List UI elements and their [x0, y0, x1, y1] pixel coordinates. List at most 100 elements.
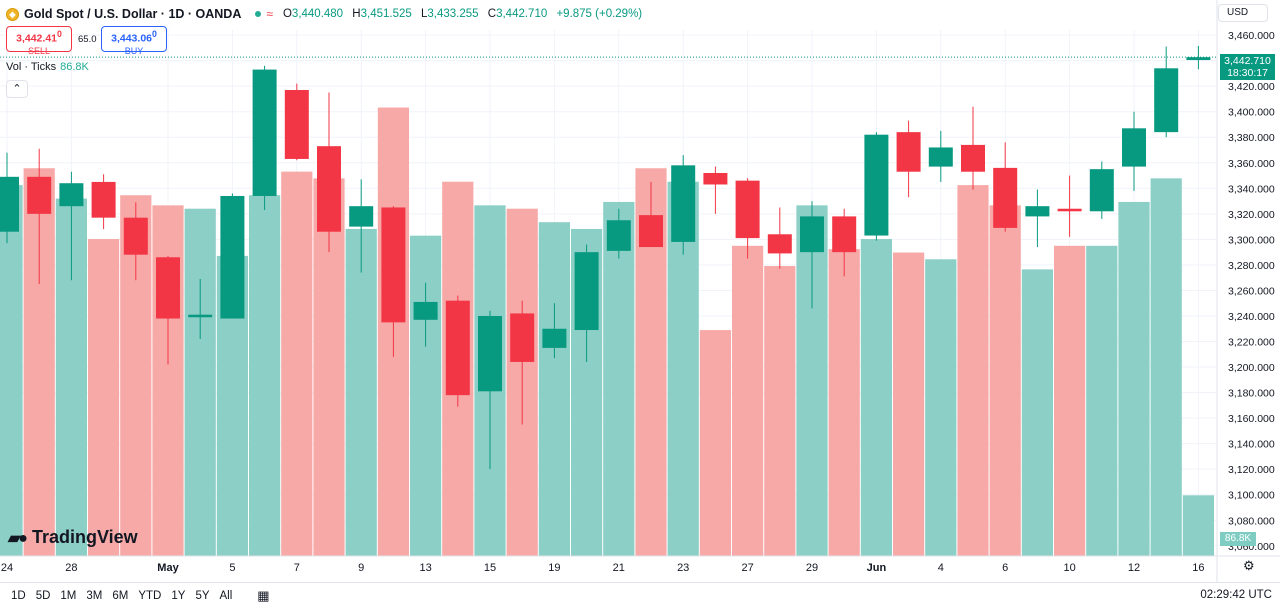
- candle-body: [59, 183, 84, 207]
- volume-bar: [764, 266, 796, 556]
- candle-body: [703, 172, 728, 185]
- price-tick-label: 3,420.000: [1228, 81, 1275, 93]
- candle-body: [188, 314, 213, 318]
- volume-bar: [603, 201, 635, 556]
- candle-body: [27, 176, 52, 214]
- range-ytd[interactable]: YTD: [138, 589, 162, 602]
- price-change: +9.875 (+0.29%): [556, 8, 643, 20]
- volume-bars: [0, 107, 1214, 557]
- candle-body: [671, 165, 696, 242]
- candle-body: [220, 195, 245, 319]
- candle-body: [800, 216, 824, 253]
- candle-body: [542, 328, 567, 348]
- volume-bar: [1150, 178, 1182, 556]
- volume-bar: [828, 249, 860, 556]
- candle-body: [413, 301, 438, 320]
- time-tick-label: 19: [548, 562, 560, 574]
- candle-body: [639, 215, 663, 248]
- volume-legend[interactable]: Vol · Ticks 86.8K: [6, 61, 89, 73]
- time-tick-label: 23: [677, 562, 689, 574]
- utc-clock[interactable]: 02:29:42 UTC: [1200, 589, 1272, 601]
- tradingview-mark-icon: ▰●: [8, 529, 28, 547]
- price-tick-label: 3,320.000: [1228, 209, 1275, 221]
- range-5y[interactable]: 5Y: [195, 589, 210, 602]
- volume-bar: [1086, 245, 1118, 557]
- symbol-title[interactable]: Gold Spot / U.S. Dollar · 1D · OANDA: [24, 7, 242, 21]
- time-tick-label: 24: [1, 562, 13, 574]
- settings-gear-icon[interactable]: ⚙: [1243, 558, 1255, 573]
- time-tick-label: 12: [1128, 562, 1140, 574]
- currency-selector[interactable]: USD: [1218, 4, 1268, 22]
- last-price-tag: 3,442.710 18:30:17: [1220, 54, 1275, 80]
- candle-body: [832, 216, 857, 253]
- time-axis: 24 28 May 5 7 9 13 15 19 21 23 27 29 Jun 4 6 10 12 16: [0, 555, 1280, 574]
- price-tick-label: 3,120.000: [1228, 464, 1275, 476]
- time-tick-label: 27: [741, 562, 753, 574]
- price-tick-label: 3,240.000: [1228, 311, 1275, 323]
- candle-body: [317, 146, 341, 232]
- candlesticks: [0, 45, 1217, 470]
- price-tick-label: 3,140.000: [1228, 439, 1275, 451]
- price-axis: 3,460.0003,440.0003,420.0003,400.0003,38…: [1216, 0, 1275, 582]
- volume-bar: [989, 205, 1021, 557]
- time-tick-label: 16: [1192, 562, 1204, 574]
- collapse-legend-button[interactable]: ⌃: [6, 80, 28, 98]
- time-tick-label: 21: [613, 562, 625, 574]
- time-tick-label: 4: [938, 562, 944, 574]
- range-1y[interactable]: 1Y: [171, 589, 186, 602]
- candle-body: [735, 180, 760, 239]
- price-tick-label: 3,360.000: [1228, 158, 1275, 170]
- time-tick-label: 10: [1063, 562, 1075, 574]
- candle-body: [445, 300, 470, 396]
- volume-tag: 86.8K: [1220, 532, 1256, 546]
- tradingview-logo[interactable]: ▰● TradingView: [8, 527, 138, 547]
- candle-body: [1057, 208, 1082, 212]
- candle-body: [1154, 68, 1179, 133]
- volume-bar: [538, 222, 570, 556]
- wave-icon: ≈: [266, 7, 273, 21]
- time-tick-label: 6: [1002, 562, 1008, 574]
- range-1d[interactable]: 1D: [11, 589, 26, 602]
- candle-body: [961, 144, 985, 172]
- buy-button[interactable]: 3,443.060 BUY: [101, 26, 167, 56]
- volume-bar: [0, 185, 23, 556]
- candle-body: [510, 313, 535, 362]
- chart-header: ◆ Gold Spot / U.S. Dollar · 1D · OANDA ≈…: [6, 6, 642, 22]
- volume-bar: [184, 208, 216, 556]
- spread-value: 65.0: [78, 34, 97, 45]
- candle-body: [1025, 206, 1050, 217]
- calendar-icon[interactable]: ▦: [257, 587, 270, 603]
- candle-body: [1089, 169, 1114, 212]
- candle-body: [767, 234, 792, 254]
- candle-body: [606, 220, 631, 251]
- range-6m[interactable]: 6M: [112, 589, 129, 602]
- range-3m[interactable]: 3M: [86, 589, 103, 602]
- range-all[interactable]: All: [219, 589, 233, 602]
- chevron-up-icon: ⌃: [12, 83, 22, 95]
- range-1m[interactable]: 1M: [60, 589, 77, 602]
- volume-bar: [345, 228, 377, 556]
- ohlc-values: O3,440.480 H3,451.525 L3,433.255 C3,442.…: [282, 8, 643, 20]
- candle-body: [993, 167, 1018, 228]
- volume-bar: [281, 171, 313, 556]
- candle-body: [0, 176, 19, 232]
- volume-bar: [893, 252, 925, 557]
- time-tick-label: May: [157, 562, 179, 574]
- time-tick-label: 9: [358, 562, 364, 574]
- price-tick-label: 3,300.000: [1228, 234, 1275, 246]
- price-tick-label: 3,080.000: [1228, 515, 1275, 527]
- time-tick-label: 28: [65, 562, 77, 574]
- price-tick-label: 3,200.000: [1228, 362, 1275, 374]
- volume-bar: [699, 330, 731, 556]
- price-tick-label: 3,180.000: [1228, 388, 1275, 400]
- price-tick-label: 3,340.000: [1228, 183, 1275, 195]
- volume-bar: [88, 239, 120, 557]
- candle-body: [156, 257, 180, 319]
- range-5d[interactable]: 5D: [35, 589, 51, 602]
- time-tick-label: 15: [484, 562, 496, 574]
- sell-button[interactable]: 3,442.410 SELL: [6, 26, 72, 56]
- date-range-list: 1D 5D 1M 3M 6M YTD 1Y 5Y All: [6, 590, 237, 602]
- candle-body: [864, 134, 889, 236]
- candle-body: [1122, 128, 1146, 167]
